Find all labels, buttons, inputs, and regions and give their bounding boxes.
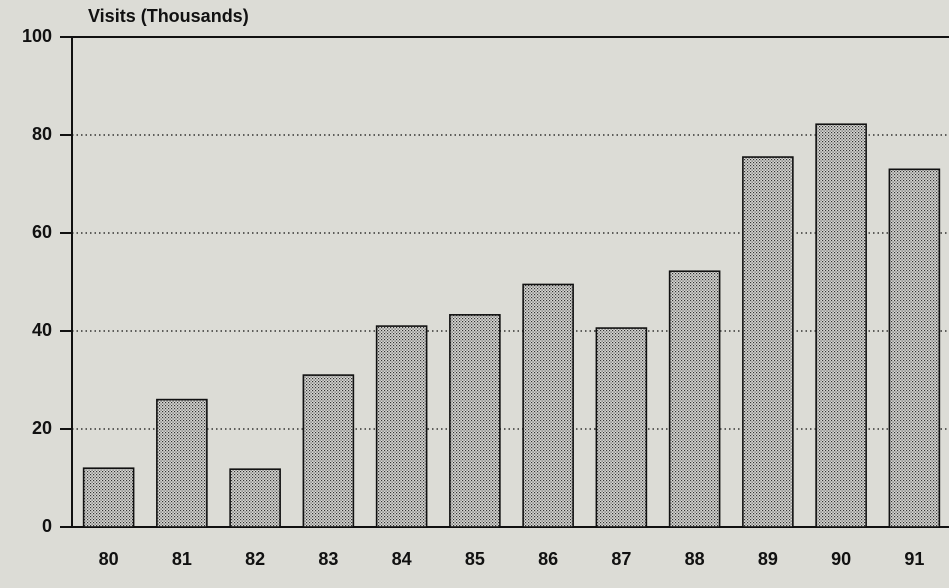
x-tick-label: 82 xyxy=(245,549,265,569)
bar xyxy=(375,325,428,528)
x-tick-label: 85 xyxy=(465,549,485,569)
x-tick-label: 90 xyxy=(831,549,851,569)
bar xyxy=(888,168,941,528)
bar xyxy=(82,467,135,528)
bar xyxy=(156,398,208,528)
bar xyxy=(449,314,501,528)
bar xyxy=(229,468,281,528)
y-tick-label: 0 xyxy=(42,516,52,536)
x-tick-label: 83 xyxy=(318,549,338,569)
y-axis-title: Visits (Thousands) xyxy=(88,6,249,26)
x-tick-label: 86 xyxy=(538,549,558,569)
bar xyxy=(815,123,867,528)
bar xyxy=(522,283,574,528)
bar xyxy=(595,327,648,528)
x-tick-label: 84 xyxy=(392,549,412,569)
y-tick-label: 20 xyxy=(32,418,52,438)
bar xyxy=(668,270,721,528)
x-tick-label: 89 xyxy=(758,549,778,569)
x-tick-label: 87 xyxy=(611,549,631,569)
y-tick-label: 100 xyxy=(22,26,52,46)
bar xyxy=(742,156,794,528)
bar xyxy=(302,374,355,528)
y-tick-label: 80 xyxy=(32,124,52,144)
y-tick-label: 40 xyxy=(32,320,52,340)
x-tick-label: 88 xyxy=(685,549,705,569)
x-tick-label: 81 xyxy=(172,549,192,569)
x-tick-label: 91 xyxy=(904,549,924,569)
y-tick-label: 60 xyxy=(32,222,52,242)
x-tick-label: 80 xyxy=(99,549,119,569)
